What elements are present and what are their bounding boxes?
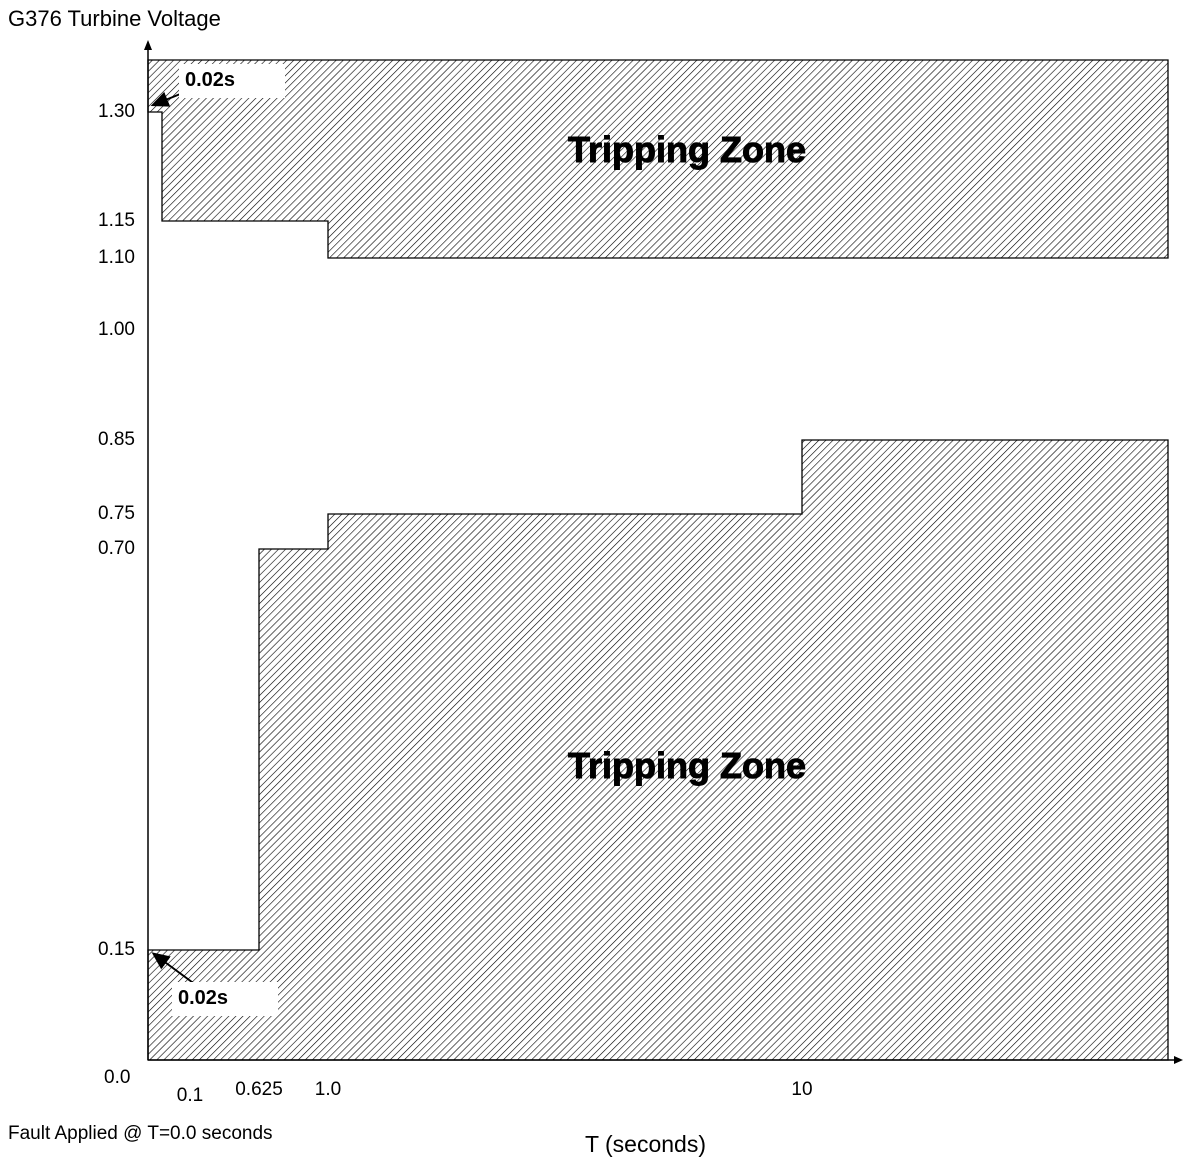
y-tick-label: 0.75 <box>98 503 135 524</box>
y-tick-label: 1.00 <box>98 319 135 340</box>
fault-note: Fault Applied @ T=0.0 seconds <box>8 1123 273 1144</box>
y-tick-label: 0.15 <box>98 939 135 960</box>
upper-duration-callout: 0.02s <box>179 64 285 98</box>
y-tick-label: 1.30 <box>98 101 135 122</box>
upper-tripping-zone <box>147 59 1169 259</box>
x-tick-label: 10 <box>791 1079 813 1100</box>
y-tick-label: 1.15 <box>98 210 135 231</box>
upper-tripping-zone-label: Tripping Zone <box>568 129 807 170</box>
x-axis-label: T (seconds) <box>585 1131 707 1157</box>
chart-title: G376 Turbine Voltage <box>8 6 221 31</box>
y-tick-label: 1.10 <box>98 247 135 268</box>
lower-tripping-zone <box>147 439 1169 1061</box>
y-tick-label: 0.85 <box>98 429 135 450</box>
x-tick-label: 0.625 <box>235 1079 283 1100</box>
y-axis-arrow-icon <box>144 40 152 50</box>
x-tick-label: 0.1 <box>176 1085 204 1106</box>
x-axis-arrow-icon <box>1174 1056 1183 1064</box>
lower-duration-callout: 0.02s <box>172 982 278 1016</box>
lower-tripping-zone-label: Tripping Zone <box>568 745 807 786</box>
x-tick-label: 1.0 <box>314 1079 342 1100</box>
y-tick-label: 0.0 <box>104 1067 131 1088</box>
y-tick-label: 0.70 <box>98 538 135 559</box>
